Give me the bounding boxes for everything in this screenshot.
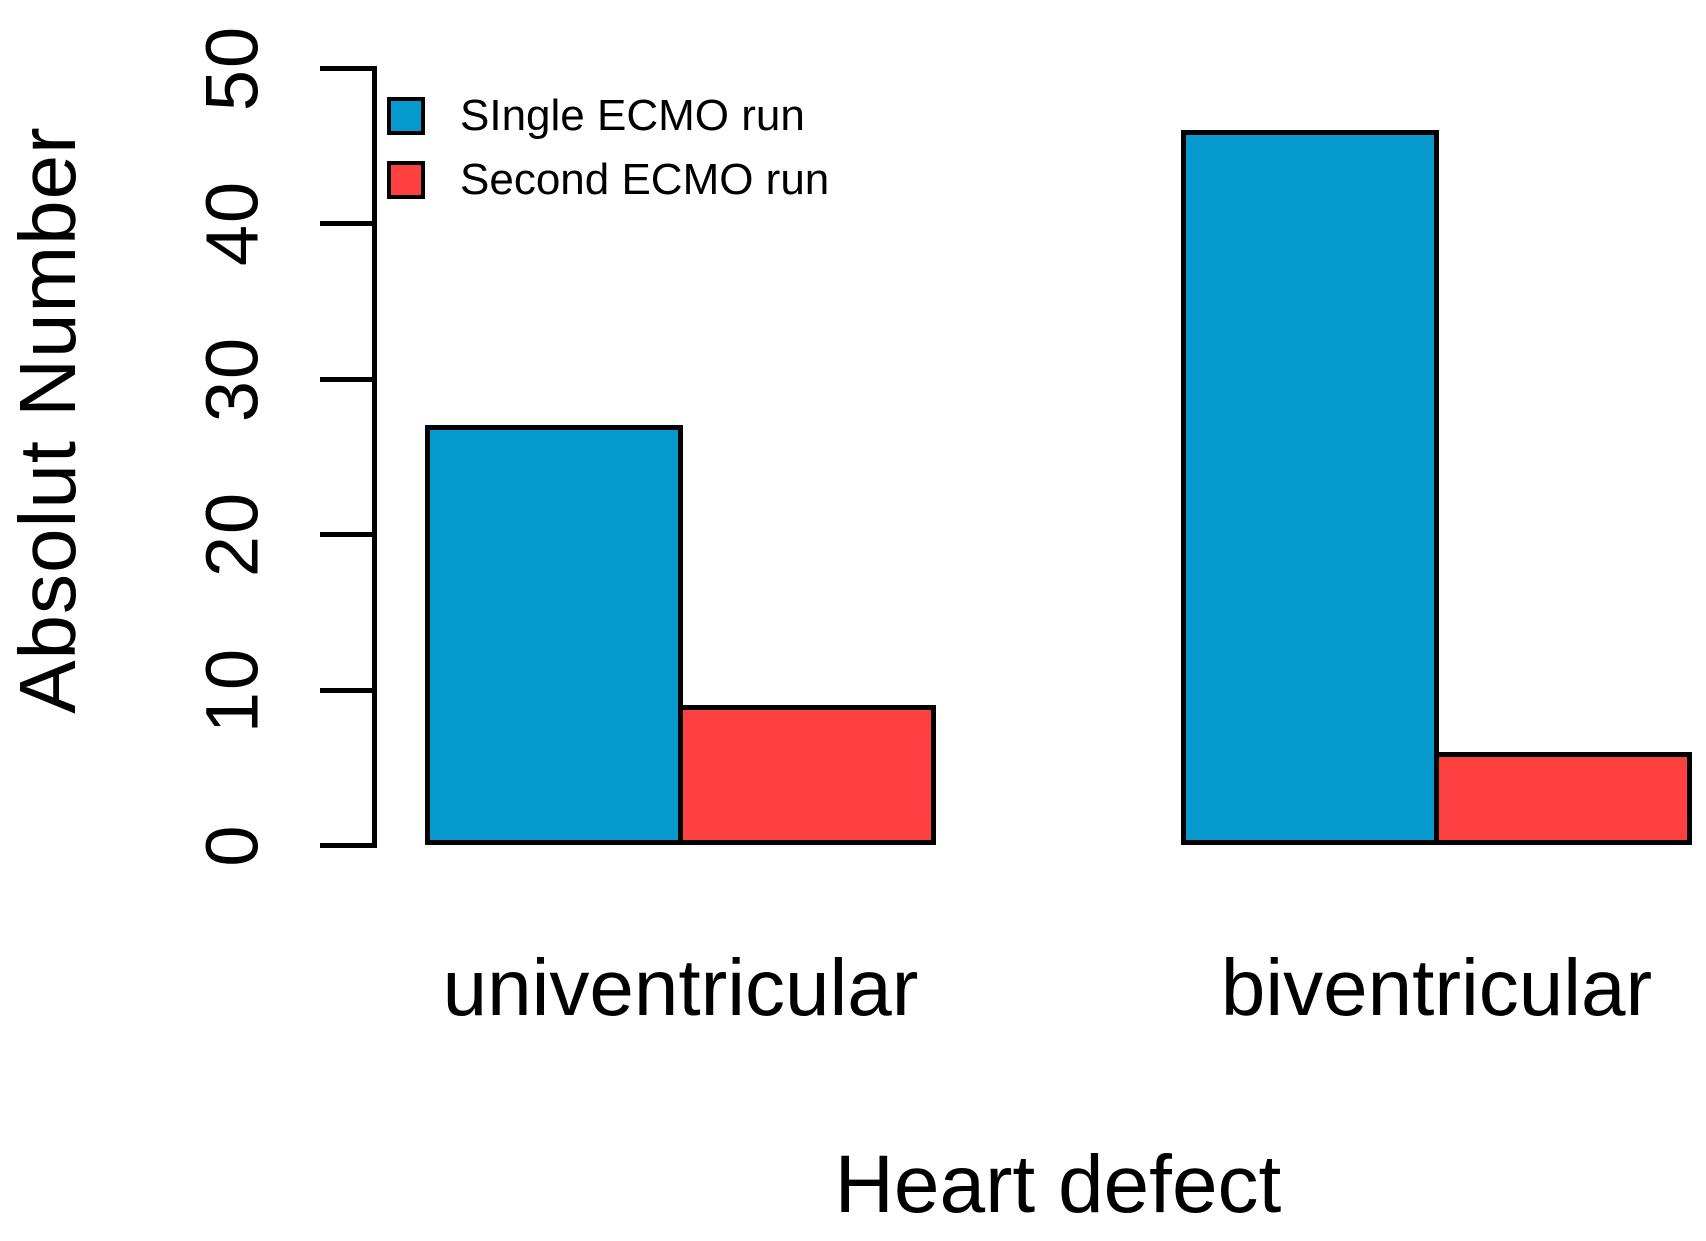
y-tick-label: 40 (190, 180, 274, 267)
y-tick-mark (320, 376, 377, 382)
bar-univentricular-second (678, 705, 936, 845)
legend-label: SIngle ECMO run (460, 91, 805, 140)
bar-biventricular-single (1181, 130, 1439, 845)
bar-biventricular-second (1434, 752, 1692, 845)
legend-swatch-second (387, 161, 425, 199)
y-tick-mark (320, 532, 377, 538)
y-axis-title: Absolut Number (3, 126, 92, 714)
y-tick-mark (320, 843, 377, 848)
legend-swatch-single (387, 97, 425, 135)
y-tick-label: 50 (190, 24, 274, 112)
y-tick-mark (320, 66, 377, 71)
category-label: biventricular (1220, 943, 1653, 1032)
category-label: univentricular (442, 943, 919, 1032)
y-axis-line (372, 66, 377, 845)
y-tick-label: 10 (190, 646, 274, 733)
y-tick-label: 20 (190, 491, 274, 578)
y-tick-label: 30 (190, 335, 274, 422)
x-axis-title: Heart defect (834, 1139, 1282, 1230)
bar-univentricular-single (425, 425, 683, 845)
y-tick-label: 0 (190, 823, 274, 867)
y-tick-mark (320, 221, 377, 227)
legend-label: Second ECMO run (460, 155, 830, 204)
y-tick-mark (320, 687, 377, 693)
